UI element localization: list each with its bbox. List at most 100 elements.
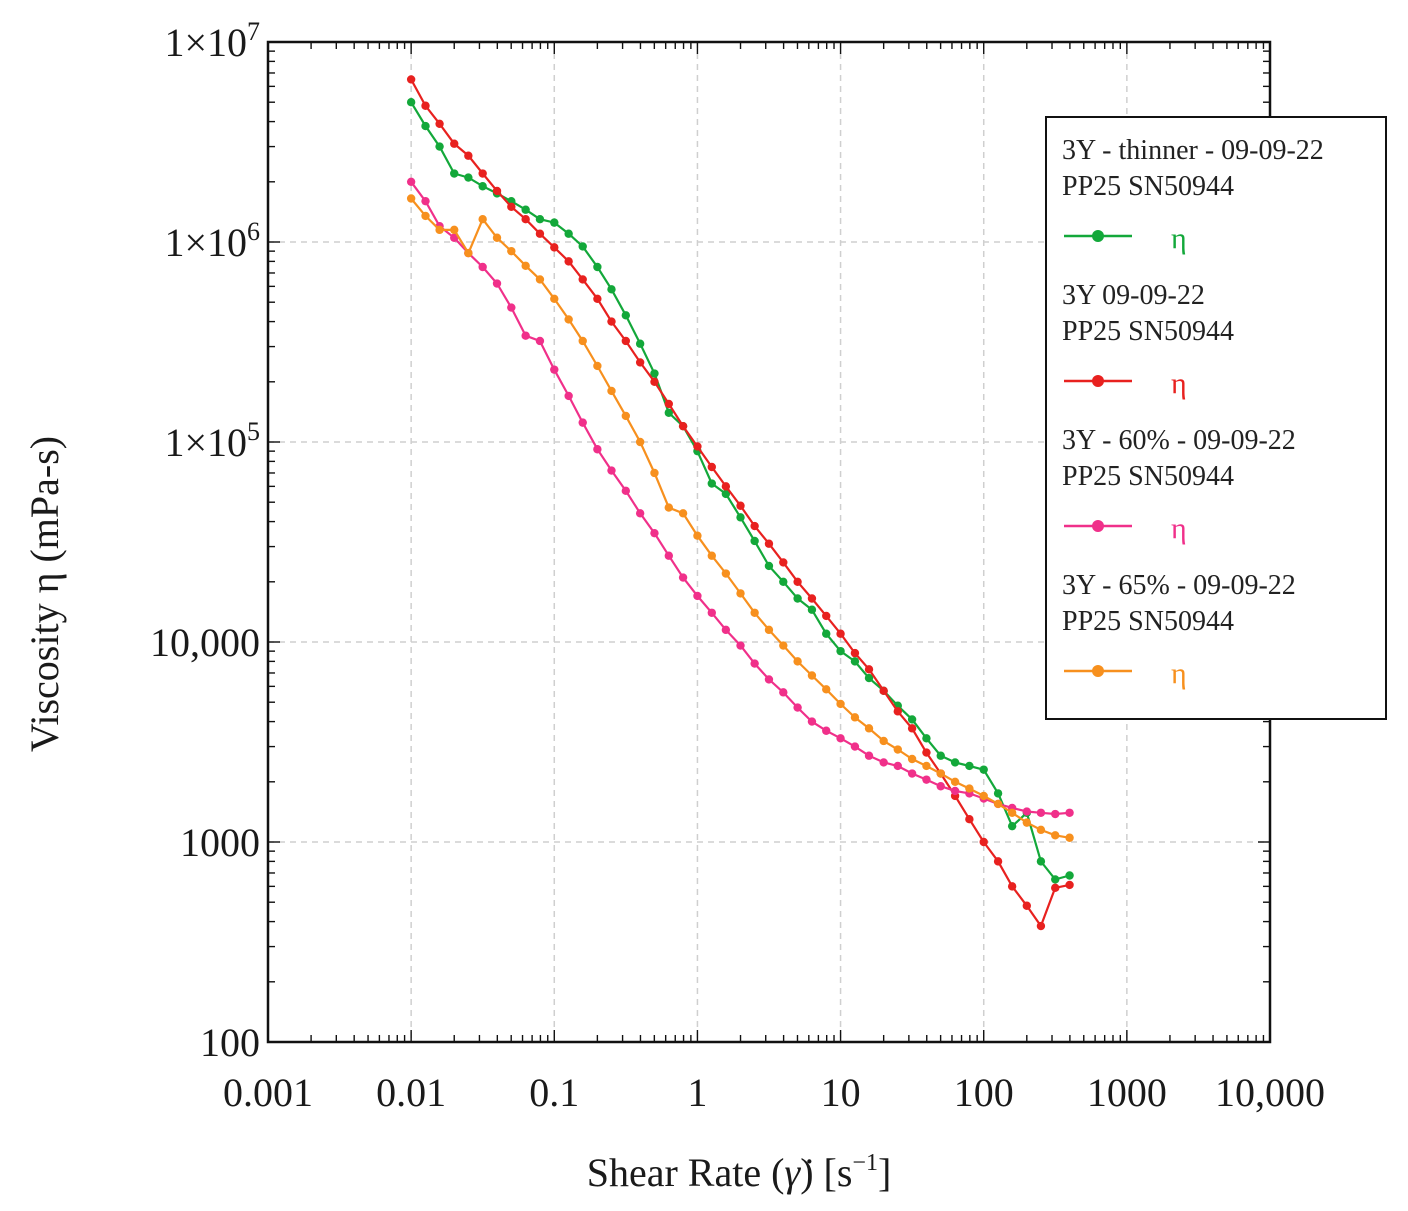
y-tick-label-base: 1×10 — [164, 420, 247, 465]
data-point — [421, 121, 430, 131]
data-point — [1051, 875, 1060, 884]
y-tick-label-base: 1×10 — [164, 220, 247, 265]
data-point — [507, 202, 516, 211]
data-point — [607, 317, 616, 326]
data-point — [721, 569, 731, 578]
series-2 — [406, 75, 1074, 931]
data-point — [593, 294, 602, 303]
legend-series-name: 3Y - 60% - 09-09-22 — [1062, 425, 1296, 456]
data-point — [650, 468, 659, 478]
data-point — [936, 782, 945, 791]
data-point — [707, 608, 716, 617]
data-point — [421, 101, 430, 110]
data-point — [421, 211, 430, 221]
data-point — [593, 361, 602, 371]
y-tick-label: 1000 — [180, 820, 260, 865]
data-point — [922, 761, 931, 771]
data-point — [793, 703, 802, 712]
y-tick-label: 10,000 — [150, 620, 260, 665]
x-tick-label: 10 — [821, 1070, 861, 1115]
tick-labels: 0.001 0.01 0.1 1 10 100 1000 10,000 100 1000 10,00… — [150, 17, 1325, 1115]
data-point — [435, 119, 444, 128]
data-point — [635, 358, 645, 367]
data-point — [836, 699, 845, 709]
legend-series-subtitle: PP25 SN50944 — [1062, 461, 1234, 492]
data-point — [693, 442, 702, 451]
legend-series-subtitle: PP25 SN50944 — [1062, 606, 1234, 637]
data-point — [864, 665, 874, 674]
data-point — [764, 625, 774, 635]
data-point — [707, 551, 716, 560]
data-point — [621, 486, 631, 496]
data-point — [678, 421, 688, 431]
data-point — [550, 294, 559, 303]
data-point — [993, 789, 1003, 798]
x-tick-label: 0.001 — [223, 1070, 313, 1115]
y-tick-label: 100 — [200, 1020, 260, 1065]
series-4 — [406, 194, 1074, 842]
data-point — [578, 242, 587, 251]
data-point — [836, 734, 845, 743]
data-point — [564, 315, 573, 324]
data-point — [535, 215, 545, 224]
data-point — [764, 539, 774, 548]
y-tick-label: 1×107 — [164, 17, 260, 65]
data-point — [950, 777, 960, 786]
data-point — [907, 754, 917, 764]
data-point — [578, 275, 587, 284]
data-point — [478, 169, 487, 178]
data-point — [793, 594, 802, 603]
data-point — [450, 225, 459, 235]
y-axis-title: Viscosity η (mPa-s) — [22, 436, 67, 752]
data-point — [707, 462, 716, 472]
x-tick-label: 0.1 — [529, 1070, 579, 1115]
data-point — [864, 724, 874, 733]
data-point — [564, 257, 573, 266]
data-point — [979, 837, 988, 847]
data-point — [1065, 808, 1074, 817]
data-point — [664, 503, 674, 512]
data-point — [550, 218, 559, 227]
data-point — [907, 715, 917, 724]
data-point — [779, 558, 788, 567]
data-point — [750, 521, 759, 531]
y-tick-label: 1×105 — [164, 417, 260, 465]
legend-symbol: η — [1171, 222, 1187, 255]
data-point — [621, 311, 631, 320]
y-tick-label-exponent: 5 — [247, 417, 260, 446]
data-point — [879, 758, 888, 767]
data-point — [807, 671, 817, 680]
legend[interactable]: 3Y - thinner - 09-09-22 PP25 SN50944 η 3Y 0… — [1045, 116, 1387, 720]
data-point — [650, 369, 659, 378]
data-point — [1051, 809, 1060, 819]
data-point — [635, 509, 645, 518]
data-point — [779, 641, 788, 650]
data-point — [965, 815, 974, 824]
x-axis-title-unit: ) [s — [800, 1150, 852, 1195]
data-point — [478, 215, 487, 224]
data-point — [693, 531, 702, 540]
data-point — [793, 657, 802, 666]
data-point — [406, 177, 416, 186]
legend-symbol: η — [1171, 512, 1187, 545]
data-point — [850, 657, 860, 666]
data-point — [450, 139, 459, 148]
data-point — [607, 386, 616, 396]
data-point — [507, 303, 516, 312]
data-point — [850, 648, 860, 658]
series-1 — [406, 98, 1074, 884]
data-point — [621, 336, 631, 346]
data-point — [764, 675, 774, 684]
data-point — [664, 551, 674, 560]
data-point — [664, 408, 674, 417]
data-point — [650, 377, 659, 386]
data-point — [535, 336, 545, 346]
data-point — [965, 761, 974, 771]
data-point — [736, 513, 745, 522]
data-point — [478, 182, 487, 191]
data-point — [521, 205, 530, 214]
y-tick-label-exponent: 6 — [247, 217, 260, 246]
data-point — [593, 445, 602, 454]
legend-symbol: η — [1171, 657, 1187, 690]
series-layer — [406, 75, 1074, 931]
